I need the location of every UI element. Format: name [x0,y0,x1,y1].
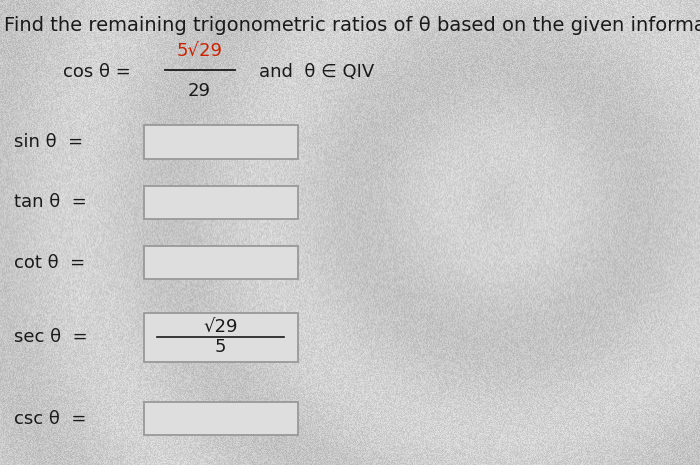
Text: sec θ  =: sec θ = [14,328,88,346]
Text: 5√29: 5√29 [176,42,223,60]
FancyBboxPatch shape [144,313,298,362]
Text: tan θ  =: tan θ = [14,193,87,211]
FancyBboxPatch shape [144,402,298,435]
Text: 29: 29 [188,82,211,100]
Text: √29: √29 [203,319,238,336]
Text: cos θ =: cos θ = [63,63,136,81]
FancyBboxPatch shape [144,246,298,279]
FancyBboxPatch shape [144,125,298,159]
Text: Find the remaining trigonometric ratios of θ based on the given information: Find the remaining trigonometric ratios … [4,16,700,35]
Text: sin θ  =: sin θ = [14,133,83,151]
Text: csc θ  =: csc θ = [14,410,86,427]
Text: 5: 5 [215,338,226,356]
Text: and  θ ∈ QIV: and θ ∈ QIV [259,63,374,81]
Text: cot θ  =: cot θ = [14,254,85,272]
FancyBboxPatch shape [144,186,298,219]
